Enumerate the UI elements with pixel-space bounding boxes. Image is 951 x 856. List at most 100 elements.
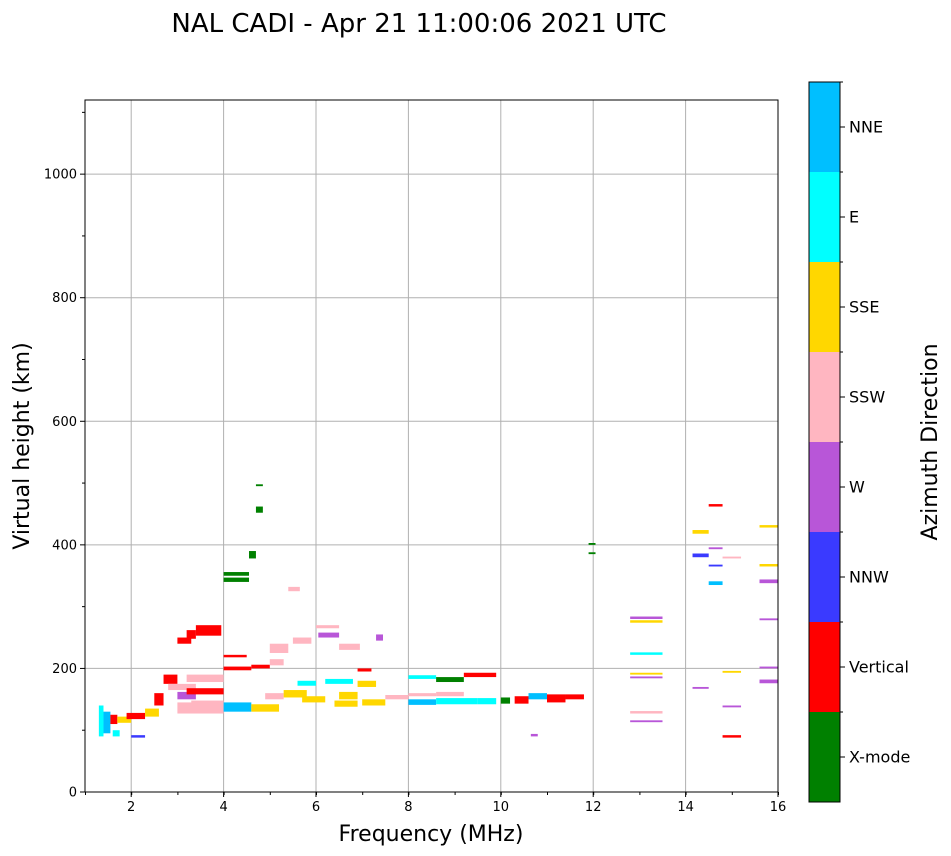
echo-mark xyxy=(357,680,377,687)
echo-mark xyxy=(186,688,224,695)
echo-mark xyxy=(191,700,224,706)
echo-mark xyxy=(223,654,247,658)
colorbar-swatch xyxy=(809,352,840,442)
echo-mark xyxy=(376,634,383,641)
echo-mark xyxy=(722,735,742,738)
echo-mark xyxy=(630,616,663,619)
colorbar-swatch xyxy=(809,262,840,352)
echo-mark xyxy=(168,683,196,691)
x-tick-label: 4 xyxy=(219,800,227,815)
echo-mark xyxy=(708,547,723,550)
echo-mark xyxy=(163,674,178,684)
echo-mark xyxy=(588,543,596,545)
data-marks xyxy=(98,484,778,738)
echo-mark xyxy=(255,506,263,513)
grid-lines xyxy=(85,100,778,792)
echo-mark xyxy=(223,666,252,671)
y-tick-label: 200 xyxy=(52,662,77,677)
echo-mark xyxy=(514,696,529,704)
echo-mark xyxy=(195,625,222,636)
y-tick-label: 0 xyxy=(69,786,77,801)
echo-mark xyxy=(588,552,596,555)
colorbar-tick-label: NNE xyxy=(849,118,883,137)
echo-mark xyxy=(463,672,497,678)
colorbar-tick-label: NNW xyxy=(849,568,889,587)
echo-mark xyxy=(98,705,104,737)
echo-mark xyxy=(630,620,663,623)
x-tick-label: 16 xyxy=(770,800,787,815)
x-axis-label: Frequency (MHz) xyxy=(339,822,524,847)
echo-mark xyxy=(269,659,284,666)
echo-mark xyxy=(177,691,196,700)
echo-mark xyxy=(408,693,437,697)
echo-mark xyxy=(530,733,538,737)
echo-mark xyxy=(297,680,316,686)
echo-mark xyxy=(223,577,250,582)
colorbar-swatch xyxy=(809,442,840,532)
echo-mark xyxy=(759,579,778,584)
colorbar-swatch xyxy=(809,82,840,172)
echo-mark xyxy=(547,694,566,703)
echo-mark xyxy=(759,525,778,528)
colorbar-frame xyxy=(808,81,841,803)
y-tick-label: 400 xyxy=(52,538,77,553)
echo-mark xyxy=(223,702,252,712)
y-axis-ticks: 0 200 400 600 800 1000 xyxy=(44,111,85,801)
echo-mark xyxy=(477,698,497,705)
echo-mark xyxy=(408,675,437,679)
x-tick-label: 10 xyxy=(493,800,510,815)
y-tick-label: 800 xyxy=(52,291,77,306)
echo-mark xyxy=(255,484,263,487)
echo-mark xyxy=(339,643,360,650)
colorbar-tick-label: SSE xyxy=(849,298,879,317)
echo-mark xyxy=(408,699,437,705)
x-tick-label: 8 xyxy=(404,800,412,815)
colorbar: X-mode Vertical NNW W SSW SSE E NNE xyxy=(808,81,910,803)
echo-mark xyxy=(436,698,478,705)
echo-mark xyxy=(112,730,120,737)
echo-mark xyxy=(565,694,584,700)
echo-mark xyxy=(186,674,224,683)
echo-mark xyxy=(145,708,159,717)
x-tick-label: 6 xyxy=(312,800,320,815)
echo-mark xyxy=(722,556,742,559)
echo-mark xyxy=(334,700,358,707)
colorbar-tick-label: W xyxy=(849,478,865,497)
echo-mark xyxy=(759,564,778,567)
echo-mark xyxy=(249,551,256,559)
echo-mark xyxy=(630,676,663,679)
y-tick-label: 600 xyxy=(52,415,77,430)
echo-mark xyxy=(362,699,386,706)
colorbar-swatch xyxy=(809,712,840,802)
colorbar-tick-label: Vertical xyxy=(849,658,909,677)
echo-mark xyxy=(283,690,307,698)
colorbar-label: Azimuth Direction xyxy=(918,343,943,540)
colorbar-tick-label: E xyxy=(849,208,859,227)
echo-mark xyxy=(339,691,358,700)
echo-mark xyxy=(630,720,663,723)
x-axis-ticks: 2 4 6 8 10 12 14 16 xyxy=(85,792,787,815)
echo-mark xyxy=(131,735,146,738)
echo-mark xyxy=(692,530,709,534)
echo-mark xyxy=(186,630,196,639)
echo-mark xyxy=(436,677,464,683)
echo-mark xyxy=(223,572,250,576)
chart-title: NAL CADI - Apr 21 11:00:06 2021 UTC xyxy=(171,9,666,39)
echo-mark xyxy=(265,693,284,700)
colorbar-tick-label: X-mode xyxy=(849,748,910,767)
colorbar-swatch xyxy=(809,622,840,712)
echo-mark xyxy=(154,693,164,706)
echo-mark xyxy=(251,664,270,669)
echo-mark xyxy=(302,696,326,703)
colorbar-swatch xyxy=(809,172,840,262)
echo-mark xyxy=(357,668,372,672)
echo-mark xyxy=(630,652,663,655)
echo-mark xyxy=(177,637,192,644)
echo-mark xyxy=(103,711,111,734)
echo-mark xyxy=(759,618,778,621)
echo-mark xyxy=(288,586,300,592)
echo-mark xyxy=(630,672,663,675)
y-tick-label: 1000 xyxy=(44,168,77,183)
echo-mark xyxy=(528,693,547,700)
echo-mark xyxy=(708,581,723,586)
